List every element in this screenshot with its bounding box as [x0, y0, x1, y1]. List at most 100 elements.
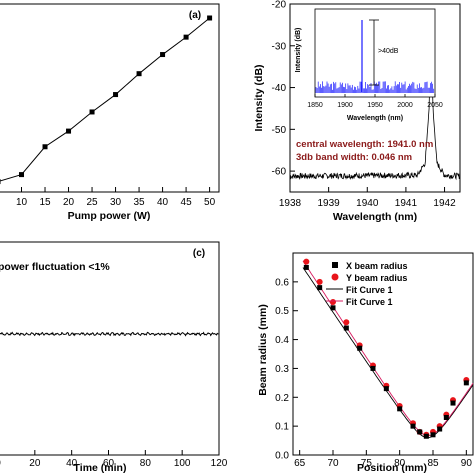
panel-b-xtick-label: 1940 [356, 198, 379, 209]
panel-d-x-point [430, 432, 436, 438]
panel-b-xlabel: Wavelength (nm) [333, 211, 417, 223]
panel-d-x-point [317, 285, 323, 291]
panel-d-xtick-label: 85 [427, 458, 439, 469]
panel-b-annotation-bandwidth: 3db band width: 0.046 nm [296, 152, 412, 163]
panel-c-annotation: power fluctuation <1% [0, 261, 110, 273]
panel-b-frame [289, 3, 461, 193]
panel-d-y-point [303, 258, 310, 265]
legend-label-x: X beam radius [346, 261, 408, 271]
panel-a-xtick-label: 20 [63, 197, 75, 208]
panel-c-xtick-label: 60 [103, 458, 115, 469]
panel-b-xtick-label: 1938 [279, 198, 302, 209]
panel-d-x-point [423, 433, 429, 439]
panel-d-x-point [443, 414, 449, 420]
panel-c-xtick-label: 80 [140, 458, 152, 469]
panel-d-ytick-label: 0.4 [275, 335, 289, 346]
panel-b-inset-xtick-label: 1950 [367, 102, 383, 109]
panel-a: (a) 10 15 20 25 30 35 40 45 50 Pump power (W) [0, 3, 220, 222]
panel-d-y-point [343, 319, 350, 326]
panel-d-xtick-label: 75 [361, 458, 373, 469]
legend-label-y: Y beam radius [346, 273, 407, 283]
panel-a-point [0, 179, 1, 185]
panel-b-xtick-label: 1939 [318, 198, 341, 209]
panel-c: (c) power fluctuation <1% 0 20 40 60 80 100 12… [0, 241, 228, 474]
panel-a-point [42, 144, 48, 150]
panel-a-point [113, 92, 119, 98]
panel-d-xtick-label: 65 [294, 458, 306, 469]
panel-d-ytick-label: 0.1 [275, 422, 289, 433]
panel-d-x-point [303, 264, 309, 270]
panel-c-frame [0, 241, 220, 456]
panel-d-xtick-label: 90 [461, 458, 473, 469]
legend-marker-y [331, 273, 339, 281]
panel-d-x-point [450, 400, 456, 406]
panel-d-x-point [397, 406, 403, 412]
panel-c-xlabel: Time (min) [74, 462, 127, 474]
panel-a-point [89, 109, 95, 115]
panel-d: 65 70 75 80 85 90 0.0 0.1 0.2 0.3 0.4 0.5 0.6 X beam… [257, 252, 474, 474]
panel-d-x-point [437, 426, 443, 432]
panel-a-point [136, 71, 142, 77]
panel-d-x-point [343, 325, 349, 331]
panel-b-ytick-label: -30 [272, 41, 287, 52]
panel-b-inset-frame [314, 8, 436, 98]
panel-a-xtick-label: 30 [110, 197, 122, 208]
panel-d-x-point [417, 429, 423, 435]
panel-d-xlabel: Position (mm) [357, 462, 427, 474]
panel-d-ytick-label: 0.3 [275, 364, 289, 375]
panel-d-ytick-label: 0.6 [275, 277, 289, 288]
panel-d-y-point [316, 278, 323, 285]
panel-b-ylabel: Intensity (dB) [253, 64, 265, 131]
panel-d-xtick-label: 80 [394, 458, 406, 469]
panel-d-x-point [463, 380, 469, 386]
panel-b-ytick-label: -50 [272, 125, 287, 136]
panel-d-ytick-label: 0.2 [275, 393, 289, 404]
panel-a-xtick-label: 25 [86, 197, 98, 208]
panel-d-x-point [357, 345, 363, 351]
legend-marker-x [332, 262, 338, 268]
panel-c-xtick-label: 20 [29, 458, 41, 469]
panel-a-xlabel: Pump power (W) [68, 210, 151, 222]
panel-a-point [19, 172, 25, 178]
panel-b-inset-xtick-label: 1900 [337, 102, 353, 109]
panel-d-ytick-label: 0.5 [275, 306, 289, 317]
panel-a-xtick-label: 35 [134, 197, 146, 208]
panel-b-annotation-central: central wavelength: 1941.0 nm [296, 139, 433, 150]
panel-a-xtick-label: 50 [204, 197, 216, 208]
panel-a-xtick-label: 15 [39, 197, 51, 208]
panel-d-ytick-label: 0.0 [275, 451, 289, 462]
panel-a-point [207, 15, 213, 21]
panel-a-xtick-label: 10 [16, 197, 28, 208]
panel-a-label: (a) [189, 10, 201, 21]
panel-a-frame [0, 3, 220, 193]
panel-d-x-point [410, 423, 416, 429]
panel-b-inset: >40dB 1850 1900 1950 2000 2050 Wavelength (n… [295, 8, 443, 122]
panel-a-point [160, 52, 166, 58]
panel-a-xtick-label: 40 [157, 197, 169, 208]
panel-d-x-point [383, 386, 389, 392]
panel-c-power-line [0, 331, 219, 337]
panel-b-ytick-label: -20 [272, 0, 287, 11]
panel-c-xtick-label: 120 [211, 458, 228, 469]
panel-a-xtick-label: 45 [181, 197, 193, 208]
panel-b-xtick-label: 1942 [433, 198, 456, 209]
panel-a-point [66, 128, 72, 134]
panel-c-xtick-label: 40 [66, 458, 78, 469]
panel-b: 1938 1939 1940 1941 1942 -60 -50 -40 -30 -20 cent… [253, 0, 461, 223]
panel-a-point [183, 34, 189, 40]
panel-b-inset-xtick-label: 2000 [397, 102, 413, 109]
panel-b-inset-ylabel: Intensity (dB) [295, 28, 302, 73]
legend-label-fit2: Fit Curve 1 [346, 297, 393, 307]
panel-b-inset-annotation: >40dB [378, 48, 399, 55]
panel-c-xtick-label: 0 [0, 458, 1, 469]
panel-d-legend: X beam radius Y beam radius Fit Curve 1 … [326, 261, 408, 307]
panel-d-y-point [330, 299, 336, 306]
panel-b-inset-xlabel: Wavelength (nm) [347, 115, 403, 122]
panel-d-x-point [370, 365, 376, 371]
panel-c-label: (c) [193, 248, 205, 259]
panel-b-xtick-label: 1941 [395, 198, 418, 209]
legend-label-fit1: Fit Curve 1 [346, 285, 393, 295]
panel-b-ytick-label: -60 [272, 167, 287, 178]
panel-b-ytick-label: -40 [272, 83, 287, 94]
